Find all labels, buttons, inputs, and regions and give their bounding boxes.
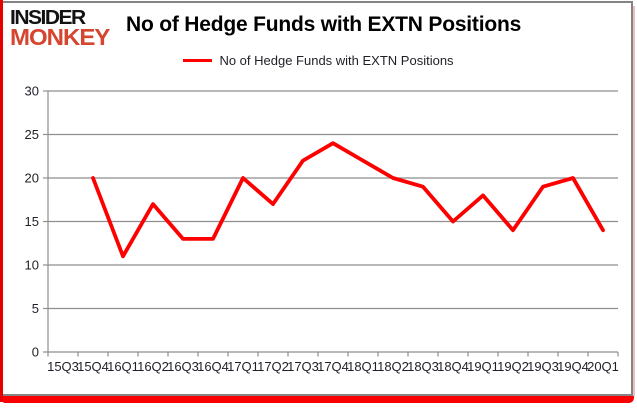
y-tick-label: 15 [25,214,39,229]
x-tick-label: 18Q4 [437,359,469,374]
frame-accent-left [0,0,3,402]
x-tick-label: 17Q4 [317,359,349,374]
x-tick-label: 19Q4 [557,359,589,374]
x-tick-label: 16Q1 [107,359,139,374]
x-tick-label: 16Q4 [197,359,229,374]
y-tick-label: 10 [25,258,39,273]
x-tick-label: 18Q2 [377,359,409,374]
chart-title: No of Hedge Funds with EXTN Positions [126,13,522,36]
x-tick-label: 15Q3 [47,359,79,374]
y-tick-label: 0 [32,345,39,360]
legend-label: No of Hedge Funds with EXTN Positions [219,53,454,68]
x-tick-label: 17Q3 [287,359,319,374]
y-tick-label: 5 [32,301,39,316]
insider-monkey-logo: INSIDER MONKEY [10,7,110,51]
frame-border-top [2,1,633,3]
frame-shadow-right [633,6,635,396]
x-tick-label: 19Q1 [467,359,499,374]
logo-monkey-text: MONKEY [10,25,110,51]
x-tick-label: 16Q2 [137,359,169,374]
frame-border-right [631,1,633,395]
x-tick-label: 19Q2 [497,359,529,374]
frame-border-bottom [2,394,633,396]
y-tick-label: 20 [25,171,39,186]
x-tick-label: 20Q1 [587,359,619,374]
x-tick-label: 16Q3 [167,359,199,374]
series-line [91,141,605,259]
y-tick-label: 30 [25,84,39,99]
x-tick-label: 17Q2 [257,359,289,374]
x-tick-label: 17Q1 [227,359,259,374]
x-tick-label: 18Q1 [347,359,379,374]
legend-line-swatch [183,59,213,62]
legend: No of Hedge Funds with EXTN Positions [0,52,637,69]
y-tick-label: 25 [25,127,39,142]
frame-accent-bottom [2,396,634,403]
logo-insider-text: INSIDER [10,7,86,29]
x-tick-label: 19Q3 [527,359,559,374]
x-tick-label: 15Q4 [77,359,109,374]
x-tick-label: 18Q3 [407,359,439,374]
